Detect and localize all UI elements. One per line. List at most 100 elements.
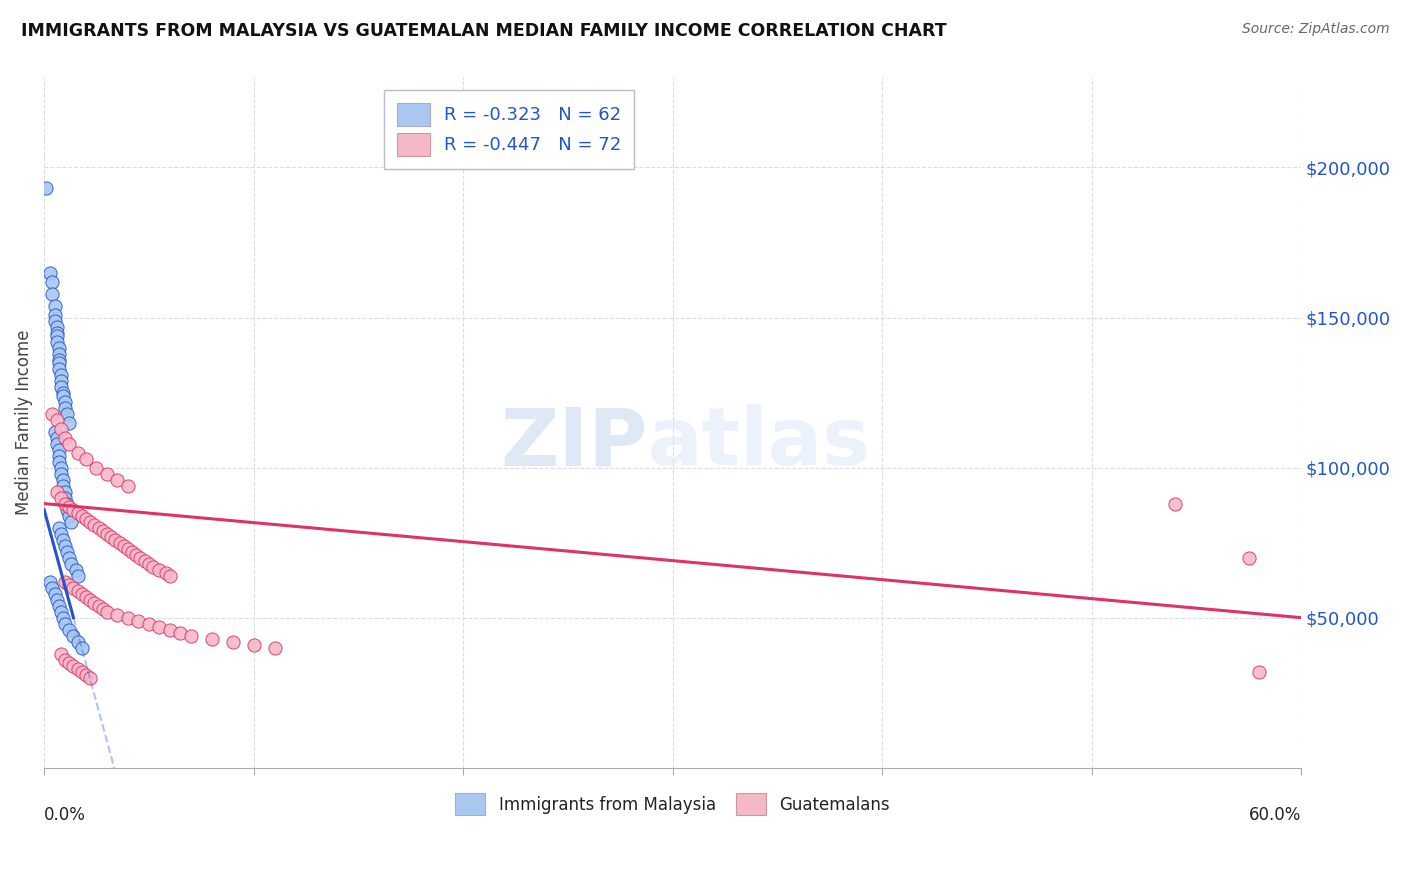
Point — [91, 601, 114, 615]
Point — [83, 596, 105, 610]
Point — [44, 308, 66, 322]
Point — [45, 319, 67, 334]
Point — [44, 299, 66, 313]
Point — [53, 616, 76, 631]
Point — [52, 533, 75, 547]
Point — [66, 445, 89, 459]
Point — [45, 484, 67, 499]
Point — [49, 605, 72, 619]
Point — [41, 275, 63, 289]
Point — [96, 605, 118, 619]
Point — [52, 385, 75, 400]
Point — [45, 412, 67, 426]
Point — [49, 368, 72, 382]
Point — [75, 590, 97, 604]
Point — [49, 467, 72, 481]
Point — [53, 491, 76, 505]
Point — [66, 583, 89, 598]
Point — [58, 436, 80, 450]
Point — [53, 497, 76, 511]
Point — [62, 658, 84, 673]
Text: ZIP: ZIP — [501, 404, 647, 483]
Point — [221, 634, 243, 648]
Point — [169, 625, 191, 640]
Point — [70, 508, 93, 523]
Point — [87, 520, 110, 534]
Point — [60, 557, 83, 571]
Point — [70, 665, 93, 679]
Point — [58, 416, 80, 430]
Point — [1164, 497, 1187, 511]
Point — [49, 379, 72, 393]
Point — [44, 313, 66, 327]
Point — [66, 506, 89, 520]
Point — [107, 473, 129, 487]
Text: IMMIGRANTS FROM MALAYSIA VS GUATEMALAN MEDIAN FAMILY INCOME CORRELATION CHART: IMMIGRANTS FROM MALAYSIA VS GUATEMALAN M… — [21, 22, 946, 40]
Point — [117, 478, 139, 492]
Point — [53, 394, 76, 409]
Point — [125, 548, 148, 562]
Point — [58, 577, 80, 591]
Point — [48, 361, 70, 376]
Point — [48, 346, 70, 360]
Point — [53, 653, 76, 667]
Text: atlas: atlas — [647, 404, 870, 483]
Point — [129, 550, 152, 565]
Point — [1237, 550, 1260, 565]
Point — [96, 526, 118, 541]
Point — [58, 508, 80, 523]
Y-axis label: Median Family Income: Median Family Income — [15, 330, 32, 516]
Point — [70, 587, 93, 601]
Point — [48, 341, 70, 355]
Point — [44, 425, 66, 439]
Point — [75, 451, 97, 466]
Point — [62, 502, 84, 516]
Point — [86, 460, 108, 475]
Point — [70, 640, 93, 655]
Point — [53, 484, 76, 499]
Point — [49, 460, 72, 475]
Point — [48, 599, 70, 613]
Point — [58, 550, 80, 565]
Point — [87, 599, 110, 613]
Point — [159, 568, 181, 582]
Point — [39, 574, 62, 589]
Point — [117, 610, 139, 624]
Legend: Immigrants from Malaysia, Guatemalans: Immigrants from Malaysia, Guatemalans — [449, 787, 897, 822]
Point — [121, 544, 143, 558]
Point — [45, 326, 67, 340]
Point — [104, 533, 127, 547]
Point — [79, 515, 101, 529]
Point — [60, 515, 83, 529]
Point — [242, 638, 264, 652]
Point — [159, 623, 181, 637]
Point — [45, 592, 67, 607]
Point — [62, 629, 84, 643]
Point — [65, 563, 87, 577]
Point — [35, 181, 58, 195]
Point — [201, 632, 224, 646]
Point — [1249, 665, 1271, 679]
Point — [53, 431, 76, 445]
Point — [112, 539, 135, 553]
Point — [127, 614, 149, 628]
Point — [56, 497, 79, 511]
Point — [108, 535, 131, 549]
Point — [56, 544, 79, 558]
Point — [52, 610, 75, 624]
Point — [53, 401, 76, 415]
Point — [49, 647, 72, 661]
Point — [52, 473, 75, 487]
Point — [39, 266, 62, 280]
Point — [41, 286, 63, 301]
Point — [75, 511, 97, 525]
Point — [45, 328, 67, 343]
Point — [148, 620, 170, 634]
Point — [41, 407, 63, 421]
Point — [79, 671, 101, 685]
Point — [49, 491, 72, 505]
Point — [58, 500, 80, 514]
Point — [142, 559, 165, 574]
Point — [66, 568, 89, 582]
Point — [79, 592, 101, 607]
